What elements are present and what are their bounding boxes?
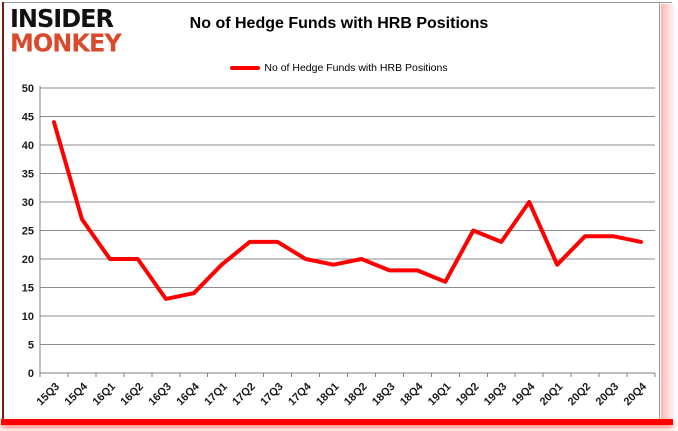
x-tick-label: 17Q4	[286, 380, 314, 408]
y-tick-label: 5	[28, 340, 34, 352]
x-tick-label: 18Q4	[398, 380, 426, 408]
x-tick-label: 17Q1	[202, 381, 230, 409]
series-line	[52, 120, 643, 301]
x-tick-label: 15Q3	[35, 381, 63, 409]
y-tick-label: 10	[22, 311, 34, 323]
y-tick-label: 20	[22, 254, 34, 266]
x-tick-label: 16Q4	[174, 380, 202, 408]
y-tick-label: 30	[22, 197, 34, 209]
x-tick-label: 19Q2	[454, 381, 482, 409]
y-tick-label: 45	[22, 112, 34, 124]
x-tick-label: 16Q3	[146, 381, 174, 409]
x-tick-label: 20Q1	[538, 381, 566, 409]
x-tick-label: 20Q4	[622, 380, 650, 408]
x-tick-label: 20Q2	[566, 381, 594, 409]
x-tick-label: 16Q2	[118, 381, 146, 409]
x-tick-label: 19Q4	[510, 380, 538, 408]
y-tick-label: 40	[22, 140, 34, 152]
x-tick-label: 18Q2	[342, 381, 370, 409]
legend-label: No of Hedge Funds with HRB Positions	[264, 62, 448, 74]
chart-title: No of Hedge Funds with HRB Positions	[189, 15, 489, 32]
x-tick-label: 19Q1	[426, 381, 454, 409]
logo-line1: INSIDER	[10, 4, 114, 34]
legend: No of Hedge Funds with HRB Positions	[0, 62, 678, 74]
card-border-top	[2, 2, 672, 3]
card-border-right	[659, 2, 660, 421]
x-tick-label: 20Q3	[594, 381, 622, 409]
y-tick-label: 15	[22, 283, 34, 295]
logo-line2: MONKEY	[10, 28, 122, 58]
x-tick-label: 17Q2	[230, 381, 258, 409]
legend-line-swatch	[230, 66, 261, 70]
card-border-left	[2, 2, 4, 421]
x-tick-label: 18Q1	[314, 381, 342, 409]
y-tick-label: 50	[22, 83, 34, 95]
x-tick-label: 19Q3	[482, 381, 510, 409]
y-tick-label: 35	[22, 169, 34, 181]
y-tick-label: 25	[22, 226, 34, 238]
card-bottom-red-bar	[1, 419, 673, 425]
x-tick-label: 17Q3	[258, 381, 286, 409]
y-tick-label: 0	[28, 368, 34, 380]
x-tick-label: 16Q1	[90, 381, 118, 409]
x-tick-label: 18Q3	[370, 381, 398, 409]
card-right-glow	[661, 4, 674, 423]
insider-monkey-logo: INSIDER MONKEY	[10, 4, 122, 58]
x-tick-label: 15Q4	[63, 380, 91, 408]
